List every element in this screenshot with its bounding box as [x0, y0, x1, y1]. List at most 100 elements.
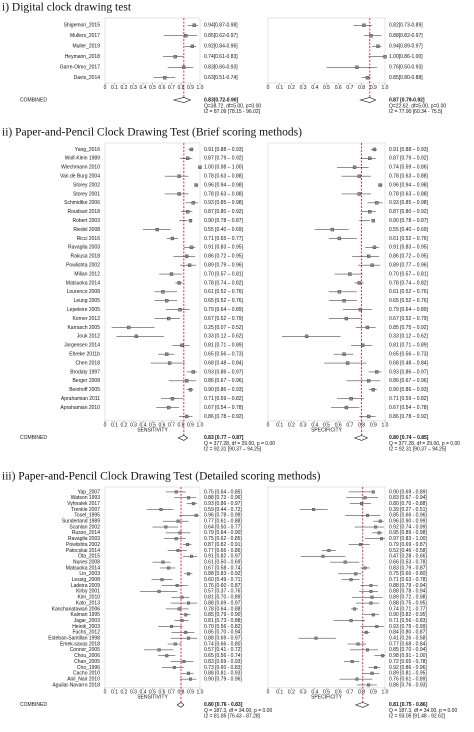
estimate-label: 0.88 [0.83 - 0.92]	[204, 571, 242, 577]
study-name: Storey 2002	[73, 182, 100, 188]
estimate	[177, 174, 181, 178]
pooled-diamond	[173, 97, 192, 103]
estimate-label: 0.87 [0.82 - 0.91]	[204, 542, 242, 548]
estimate	[371, 388, 375, 392]
estimate	[189, 147, 194, 152]
estimate-label: 0.90 [0.79 - 0.96]	[204, 676, 242, 682]
estimate-label: 0.91 [0.88 – 0.93]	[204, 147, 244, 153]
estimate-label: 0.65 [0.56 – 0.73]	[389, 351, 429, 357]
estimate	[166, 316, 171, 321]
estimate-label: 0.74 [0.66 - 0.80]	[204, 641, 242, 647]
x-tick-label: 0.7	[168, 423, 175, 429]
study-name: Schmidtke 2006	[64, 200, 100, 206]
x-tick-label: 0	[104, 423, 107, 429]
study-name: Jouk 2012	[77, 334, 100, 340]
estimate	[198, 165, 202, 169]
study-name: Chan_2005	[74, 659, 100, 665]
estimate-label: 0.96 [0.78 - 0.99]	[204, 513, 242, 519]
estimate-label: 0.89 [0.72 - 0.98]	[389, 595, 427, 601]
x-tick-label: 0.8	[178, 690, 185, 696]
study-name: Heinik_2003	[72, 624, 100, 630]
estimate	[377, 531, 381, 535]
estimate	[170, 625, 173, 628]
estimate-label: 0.88 [0.78 - 0.94]	[389, 589, 427, 595]
estimate	[371, 490, 375, 494]
estimate-label: 0.96 [0.94 – 0.98]	[204, 182, 244, 188]
study-name: Korner 2012	[72, 316, 100, 322]
study-name: Jagar_2003	[74, 618, 101, 624]
estimate	[371, 613, 375, 617]
estimate-label: 0.77 [0.66 - 0.86]	[204, 548, 242, 554]
study-name: Cacho 2010	[73, 671, 100, 677]
estimate	[369, 589, 373, 593]
study-name: Beinhoff 2005	[69, 387, 100, 393]
estimate-label: 0.85[0.62-0.97]	[204, 33, 238, 39]
estimate-label: 0.74 [0.71 - 0.77]	[389, 606, 427, 612]
estimate-label: 0.41 [0.26 - 0.58]	[389, 636, 427, 642]
estimate-label: 0.70 [0.57 – 0.81]	[204, 271, 244, 277]
estimate	[180, 343, 184, 347]
estimate	[378, 183, 382, 187]
estimate	[383, 55, 387, 59]
estimate-label: 0.71 [0.65 – 0.77]	[204, 236, 244, 242]
estimate	[314, 636, 318, 640]
estimate	[345, 361, 350, 365]
estimate	[194, 183, 198, 187]
plot-frame	[267, 17, 386, 84]
estimate	[191, 370, 196, 374]
estimate	[157, 648, 161, 652]
estimate	[177, 607, 181, 611]
x-tick-label: 0.8	[358, 85, 365, 91]
study-name: Lourenco 2008	[67, 289, 101, 295]
combined-name: COMBINED	[20, 435, 47, 441]
plot-frame	[267, 486, 386, 689]
estimate	[342, 299, 346, 303]
estimate	[364, 630, 368, 634]
estimate	[321, 554, 325, 558]
pooled-diamond	[353, 435, 369, 441]
estimate	[157, 589, 161, 593]
estimate	[189, 245, 194, 250]
estimate-label: 0.86 [0.72 – 0.95]	[389, 254, 429, 260]
study-name: Lin_2003	[79, 571, 100, 577]
combined-label: 0.80 [0.74 – 0.85]	[389, 435, 429, 441]
estimate	[185, 156, 190, 161]
estimate-label: 0.61 [0.52 – 0.76]	[389, 236, 429, 242]
x-tick-label: 0.3	[130, 85, 137, 91]
axis-label: SPECIFICITY	[311, 695, 343, 701]
study-name: Riedel 2008	[73, 227, 100, 233]
estimate	[182, 65, 186, 69]
estimate	[375, 201, 379, 205]
study-name: Esteban-Santillan 1998	[48, 636, 100, 642]
axis-label: SPECIFICITY	[311, 428, 343, 434]
estimate-label: 0.79 [0.64 - 0.90]	[204, 530, 242, 536]
estimate-label: 0.89 [0.77 – 0.96]	[389, 262, 429, 268]
estimate	[165, 654, 169, 658]
x-tick-label: 0.9	[187, 85, 194, 91]
estimate-label: 0.25 [0.07 – 0.52]	[204, 325, 244, 331]
x-tick-label: 0.6	[159, 423, 166, 429]
estimate	[356, 642, 360, 646]
x-tick-label: 0.1	[111, 423, 118, 429]
estimate-label: 0.61 [0.52 – 0.76]	[389, 289, 429, 295]
estimate-label: 0.81 [0.71 – 0.89]	[204, 343, 244, 349]
estimate-label: 0.33 [0.12 – 0.62]	[204, 334, 244, 340]
estimate-label: 0.86 [0.67 – 0.96]	[204, 378, 244, 384]
estimate	[172, 665, 176, 669]
x-tick-label: 0.5	[149, 85, 156, 91]
estimate-label: 0.75 [0.62 - 0.85]	[204, 536, 242, 542]
estimate-label: 0.86 [0.78 – 0.92]	[204, 414, 244, 420]
study-name: Van de Burg 2004	[60, 173, 100, 179]
estimate	[363, 566, 367, 570]
x-tick-label: 0.8	[358, 690, 365, 696]
study-name: Muller_2019	[72, 44, 100, 50]
estimate-label: 0.78 [0.63 – 0.88]	[204, 191, 244, 197]
plot-frame	[104, 486, 201, 689]
estimate-label: 0.77 [0.68 - 0.84]	[389, 641, 427, 647]
estimate-label: 0.76[0.50-0.93]	[389, 65, 423, 71]
estimate-label: 0.79 [0.69 - 0.87]	[389, 542, 427, 548]
estimate	[366, 379, 371, 383]
estimate	[370, 263, 374, 267]
study-name: Ladeira 2009	[71, 583, 100, 589]
estimate	[353, 607, 357, 611]
